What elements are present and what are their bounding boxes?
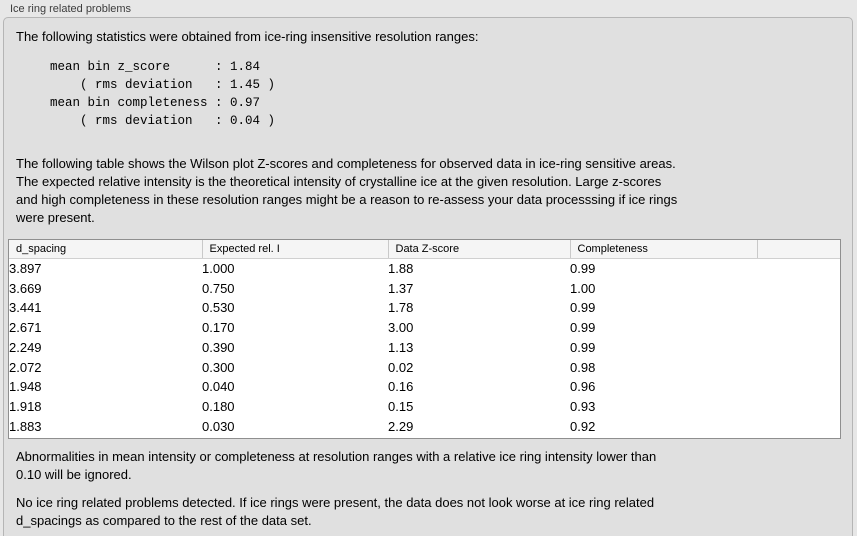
cell-spacer <box>757 377 840 397</box>
cell-d-spacing: 3.669 <box>9 280 42 296</box>
cell-completeness: 0.99 <box>570 261 596 276</box>
cell-spacer <box>757 259 840 279</box>
cell-expected-rel-i: 0.530 <box>202 300 235 316</box>
column-header-data-z-score[interactable]: Data Z-score <box>388 240 571 259</box>
cell-expected-rel-i: 0.750 <box>202 280 235 296</box>
stats-intro-text: The following statistics were obtained f… <box>16 29 479 44</box>
ice-ring-table-container: d_spacing Expected rel. I Data Z-score C… <box>8 239 841 439</box>
cell-expected-rel-i: 0.040 <box>202 379 235 395</box>
cell-spacer <box>757 279 840 299</box>
cell-spacer <box>757 338 840 358</box>
cell-data-z-score: 1.13 <box>388 339 414 355</box>
conclusion-text: No ice ring related problems detected. I… <box>16 495 655 528</box>
table-row[interactable]: 1.948 0.040 0.16 0.96 <box>9 377 840 397</box>
column-header-completeness[interactable]: Completeness <box>570 240 758 259</box>
column-header-d-spacing[interactable]: d_spacing <box>9 240 203 259</box>
cell-expected-rel-i: 0.180 <box>202 398 235 414</box>
column-header-expected-rel-i[interactable]: Expected rel. I <box>202 240 389 259</box>
table-row[interactable]: 3.897 1.000 1.88 0.99 <box>9 259 840 279</box>
cell-d-spacing: 1.948 <box>9 379 42 395</box>
cell-d-spacing: 3.441 <box>9 300 42 316</box>
cell-completeness: 1.00 <box>570 280 596 296</box>
table-row[interactable]: 1.883 0.030 2.29 0.92 <box>9 417 840 437</box>
cell-d-spacing: 2.671 <box>9 320 42 336</box>
cell-d-spacing: 2.072 <box>9 359 42 375</box>
table-header-row: d_spacing Expected rel. I Data Z-score C… <box>9 240 840 259</box>
cell-spacer <box>757 417 840 437</box>
cell-spacer <box>757 397 840 417</box>
cell-data-z-score: 0.15 <box>388 398 414 414</box>
cell-expected-rel-i: 0.170 <box>202 320 235 336</box>
cell-data-z-score: 3.00 <box>388 320 414 336</box>
cell-data-z-score: 0.16 <box>388 379 414 395</box>
table-row[interactable]: 2.072 0.300 0.02 0.98 <box>9 358 840 378</box>
cell-spacer <box>757 318 840 338</box>
cell-completeness: 0.99 <box>570 320 596 336</box>
table-row[interactable]: 1.918 0.180 0.15 0.93 <box>9 397 840 417</box>
cell-expected-rel-i: 1.000 <box>202 261 235 276</box>
cell-spacer <box>757 358 840 378</box>
cell-data-z-score: 1.88 <box>388 261 414 276</box>
cell-d-spacing: 3.897 <box>9 261 42 276</box>
cell-completeness: 0.96 <box>570 379 596 395</box>
column-header-spacer <box>757 240 840 259</box>
table-row[interactable]: 3.669 0.750 1.37 1.00 <box>9 279 840 299</box>
cell-expected-rel-i: 0.300 <box>202 359 235 375</box>
table-row[interactable]: 3.441 0.530 1.78 0.99 <box>9 298 840 318</box>
cell-expected-rel-i: 0.030 <box>202 418 235 434</box>
cell-data-z-score: 1.37 <box>388 280 414 296</box>
cell-completeness: 0.99 <box>570 339 596 355</box>
table-row[interactable]: 2.249 0.390 1.13 0.99 <box>9 338 840 358</box>
cell-d-spacing: 2.249 <box>9 339 42 355</box>
ignore-threshold-note: Abnormalities in mean intensity or compl… <box>16 449 657 482</box>
mean-bin-stats-block: mean bin z_score : 1.84 ( rms deviation … <box>50 60 276 128</box>
panel-title: Ice ring related problems <box>10 3 132 15</box>
cell-data-z-score: 0.02 <box>388 359 414 375</box>
ice-ring-table: d_spacing Expected rel. I Data Z-score C… <box>9 240 840 436</box>
cell-spacer <box>757 298 840 318</box>
cell-expected-rel-i: 0.390 <box>202 339 235 355</box>
cell-data-z-score: 2.29 <box>388 418 414 434</box>
cell-completeness: 0.98 <box>570 359 596 375</box>
table-description-text: The following table shows the Wilson plo… <box>16 156 678 225</box>
cell-d-spacing: 1.883 <box>9 418 42 434</box>
cell-data-z-score: 1.78 <box>388 300 414 316</box>
cell-completeness: 0.99 <box>570 300 596 316</box>
cell-completeness: 0.92 <box>570 418 596 434</box>
cell-completeness: 0.93 <box>570 398 596 414</box>
table-row[interactable]: 2.671 0.170 3.00 0.99 <box>9 318 840 338</box>
cell-d-spacing: 1.918 <box>9 398 42 414</box>
